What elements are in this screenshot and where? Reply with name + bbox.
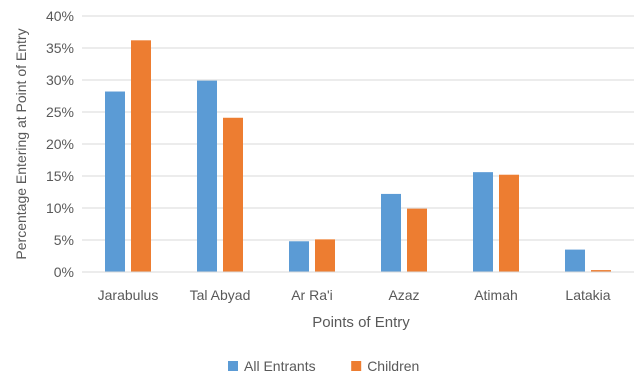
bar-children bbox=[499, 174, 519, 272]
bar-children bbox=[407, 208, 427, 272]
bar-all-entrants bbox=[473, 172, 493, 272]
x-tick-label: Tal Abyad bbox=[190, 287, 251, 303]
legend-swatch bbox=[351, 361, 362, 371]
x-tick-label: Jarabulus bbox=[98, 287, 159, 303]
y-tick-label: 5% bbox=[54, 232, 74, 248]
x-axis-title: Points of Entry bbox=[312, 314, 410, 331]
gridlines bbox=[82, 15, 634, 241]
bar-all-entrants bbox=[565, 249, 585, 272]
bar-children bbox=[223, 117, 243, 272]
y-axis-title: Percentage Entering at Point of Entry bbox=[13, 28, 29, 259]
legend-label: All Entrants bbox=[244, 358, 316, 374]
y-tick-label: 25% bbox=[46, 104, 74, 120]
x-tick-label: Atimah bbox=[474, 287, 518, 303]
bar-all-entrants bbox=[105, 91, 125, 273]
y-tick-label: 20% bbox=[46, 136, 74, 152]
bar-all-entrants bbox=[381, 193, 401, 272]
y-axis-ticks: 0% 5% 10% 15% 20% 25% 30% 35% 40% bbox=[46, 8, 74, 280]
bars bbox=[105, 40, 611, 273]
bar-all-entrants bbox=[289, 241, 309, 272]
bar-children bbox=[315, 239, 335, 272]
bar-children bbox=[591, 270, 611, 272]
x-axis-ticks: Jarabulus Tal Abyad Ar Ra'i Azaz Atimah Latak… bbox=[98, 287, 611, 303]
x-tick-label: Ar Ra'i bbox=[291, 287, 333, 303]
y-tick-label: 40% bbox=[46, 8, 74, 24]
legend-swatch bbox=[228, 361, 238, 371]
x-tick-label: Azaz bbox=[388, 287, 419, 303]
bar-children bbox=[131, 40, 151, 272]
y-tick-label: 0% bbox=[54, 264, 74, 280]
y-tick-label: 15% bbox=[46, 168, 74, 184]
legend: All Entrants Children bbox=[228, 358, 419, 374]
legend-label: Children bbox=[367, 358, 419, 374]
y-tick-label: 35% bbox=[46, 40, 74, 56]
bar-all-entrants bbox=[197, 80, 217, 272]
y-tick-label: 10% bbox=[46, 200, 74, 216]
x-tick-label: Latakia bbox=[565, 287, 610, 303]
y-tick-label: 30% bbox=[46, 72, 74, 88]
